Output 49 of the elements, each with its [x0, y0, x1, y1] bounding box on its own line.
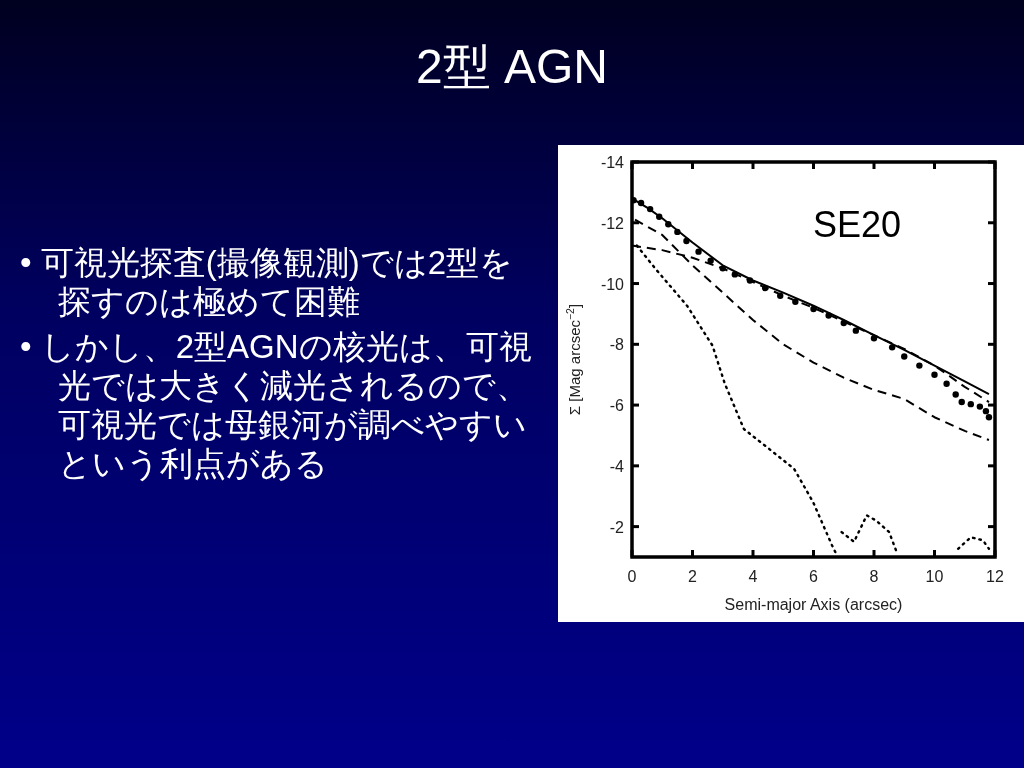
chart-title: 2型 AGN — [414, 39, 609, 95]
point — [958, 398, 965, 406]
point — [731, 271, 739, 278]
point — [656, 213, 663, 220]
y-tick-label: -12 — [600, 214, 625, 232]
annotation: SE20 — [813, 204, 902, 245]
text: • しかし、2型AGNの核光は、可視光では大きく減光されるので、可視光では母銀河が調べやすいという利点がある — [20, 327, 533, 483]
point — [777, 292, 784, 299]
x-tick-label: 2 — [688, 568, 698, 585]
point — [683, 237, 690, 245]
point — [943, 380, 950, 388]
point — [840, 319, 847, 327]
text: • 可視光探査(撮像観測)では2型を探すのは極めて困難 — [20, 243, 515, 321]
point — [637, 199, 645, 207]
x-tick-label: 8 — [869, 568, 879, 585]
x-axis-title: Semi-major Axis (arcsec) — [724, 596, 903, 613]
point — [852, 327, 860, 334]
x-tick-label: 12 — [986, 568, 1004, 585]
point — [931, 371, 938, 378]
point — [810, 305, 817, 313]
point — [707, 257, 714, 264]
point — [982, 407, 990, 415]
point — [761, 284, 769, 292]
y-tick-label: -2 — [609, 518, 625, 536]
x-tick-label: 6 — [809, 568, 819, 585]
point — [985, 414, 993, 421]
point — [719, 265, 726, 272]
x-tick-label: 10 — [925, 568, 944, 585]
point — [825, 312, 832, 319]
point — [976, 403, 984, 410]
point — [967, 400, 974, 408]
point — [870, 335, 878, 342]
point — [665, 221, 672, 228]
y-tick-label: -4 — [609, 457, 625, 475]
y-tick-label: -14 — [600, 154, 625, 171]
point — [901, 353, 908, 360]
point — [695, 248, 702, 255]
point — [916, 362, 923, 369]
point — [952, 391, 959, 398]
point — [746, 277, 754, 284]
y-tick-label: -6 — [609, 397, 625, 415]
y-tick-label: -10 — [600, 275, 625, 293]
point — [888, 344, 896, 351]
point — [674, 228, 681, 236]
x-tick-label: 4 — [748, 568, 758, 585]
point — [646, 205, 654, 213]
point — [792, 298, 799, 305]
y-tick-label: -8 — [609, 336, 625, 354]
x-tick-label: 0 — [627, 568, 637, 585]
